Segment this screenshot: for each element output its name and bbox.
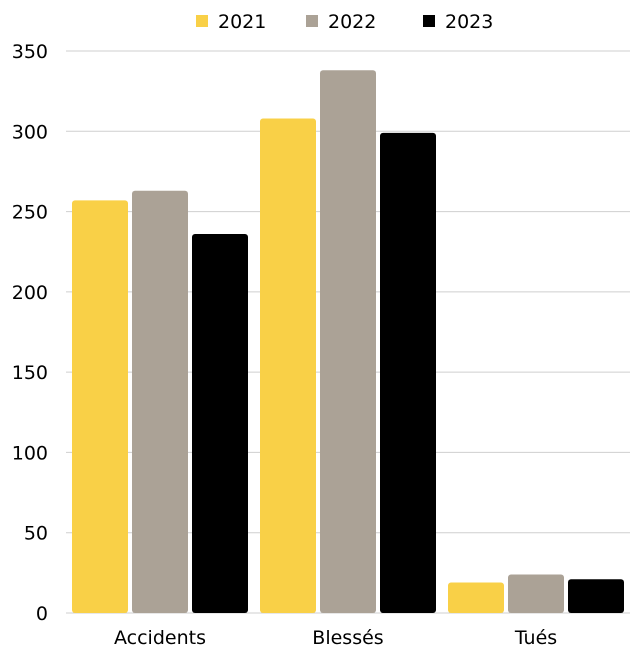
y-tick-label: 250 [12, 202, 48, 224]
legend-label-2022: 2022 [328, 11, 376, 33]
y-tick-label: 300 [12, 121, 48, 143]
legend-swatch-2023 [423, 15, 435, 27]
legend-label-2023: 2023 [445, 11, 493, 33]
y-tick-label: 0 [36, 603, 48, 625]
y-tick-label: 100 [12, 442, 48, 464]
bar-tués-2022 [508, 574, 564, 613]
bar-tués-2021 [448, 582, 504, 613]
bar-blessés-2022 [320, 70, 376, 614]
y-tick-label: 350 [12, 41, 48, 63]
legend-label-2021: 2021 [218, 11, 266, 33]
bar-accidents-2023 [192, 234, 248, 613]
legend: 2021 2022 2023 [196, 11, 493, 33]
x-tick-label: Tués [514, 627, 557, 648]
legend-swatch-2022 [306, 15, 318, 27]
y-axis-ticks: 0 50 100 150 200 250 300 350 [12, 41, 48, 625]
bar-accidents-2021 [72, 200, 128, 613]
bar-tués-2023 [568, 579, 624, 613]
bar-blessés-2023 [380, 132, 436, 614]
x-axis-ticks: Accidents Blessés Tués [114, 627, 557, 648]
x-tick-label: Blessés [312, 627, 383, 648]
bar-blessés-2021 [260, 118, 316, 613]
y-tick-label: 50 [24, 523, 48, 545]
y-tick-label: 200 [12, 282, 48, 304]
y-tick-label: 150 [12, 362, 48, 384]
bar-accidents-2022 [132, 190, 188, 613]
x-tick-label: Accidents [114, 627, 206, 648]
bars [72, 70, 624, 614]
legend-swatch-2021 [196, 15, 208, 27]
